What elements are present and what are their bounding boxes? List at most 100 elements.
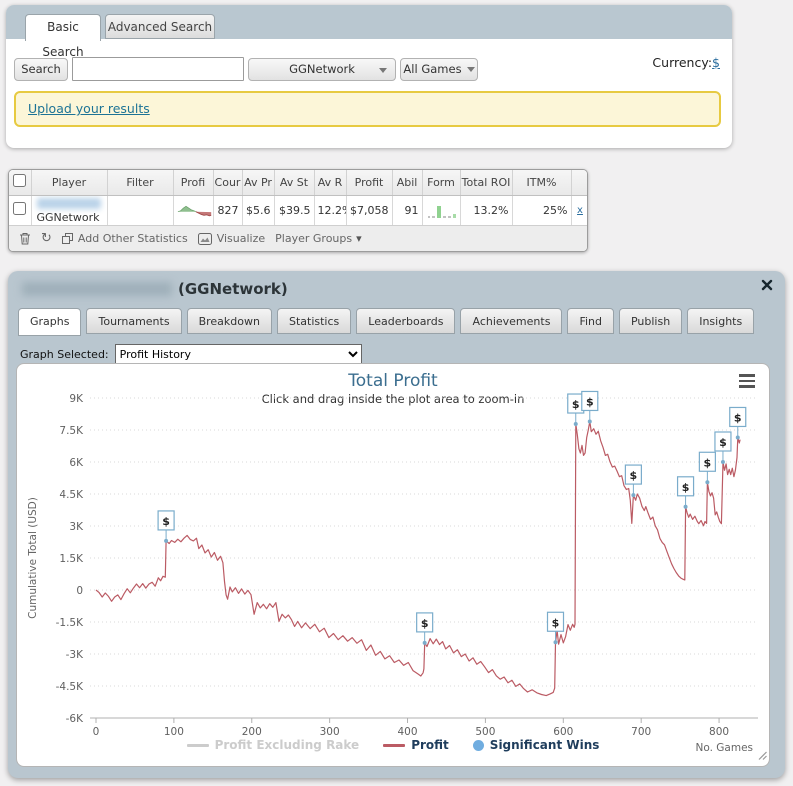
tab-advanced-search[interactable]: Advanced Search: [105, 14, 215, 39]
col-filter[interactable]: Filter: [107, 170, 174, 196]
profit-chart: Total Profit Click and drag inside the p…: [16, 363, 770, 767]
currency-setting: Currency:$: [652, 55, 720, 70]
tab-statistics[interactable]: Statistics: [276, 308, 352, 334]
ability-value: 91: [392, 195, 423, 225]
player-name-redacted: [36, 197, 101, 209]
legend-line-icon: [186, 743, 209, 747]
trash-icon: [20, 233, 30, 245]
av-profit-value: $5.6: [242, 195, 275, 225]
player-detail-panel: (GGNetwork) Graphs Tournaments Breakdown St…: [8, 271, 785, 778]
col-av-stake[interactable]: Av St: [274, 170, 315, 196]
svg-text:9K: 9K: [69, 393, 84, 405]
games-dropdown-value: All Games: [403, 62, 462, 76]
form-cell: [422, 195, 461, 225]
legend-item-profit[interactable]: Profit: [383, 738, 449, 752]
refresh-icon: ↻: [41, 230, 52, 246]
form-chart: [426, 202, 457, 219]
legend-item-profit-excluding-rake[interactable]: Profit Excluding Rake: [186, 738, 359, 752]
tab-insights[interactable]: Insights: [687, 308, 755, 334]
visualize-button[interactable]: Visualize: [197, 232, 265, 245]
filter-cell[interactable]: [107, 195, 174, 225]
player-network: GGNetwork: [36, 210, 100, 224]
col-profit[interactable]: Profit: [346, 170, 393, 196]
upload-banner: Upload your results: [14, 91, 721, 127]
refresh-button[interactable]: ↻: [41, 230, 52, 246]
svg-text:300: 300: [320, 726, 340, 736]
col-ability[interactable]: Abil: [392, 170, 423, 196]
tab-breakdown[interactable]: Breakdown: [186, 308, 272, 334]
col-form[interactable]: Form: [422, 170, 461, 196]
add-other-statistics-button[interactable]: Add Other Statistics: [61, 232, 188, 245]
panel-title: (GGNetwork): [22, 280, 288, 298]
table-row: GGNetwork 827 $5.6 $39.5 12.2% $7,058 91: [9, 195, 587, 225]
graph-select[interactable]: Profit History: [114, 344, 362, 365]
profit-sparkline-cell: [173, 195, 214, 225]
player-cell[interactable]: GGNetwork: [31, 195, 108, 225]
col-total-roi[interactable]: Total ROI: [460, 170, 513, 196]
col-av-profit[interactable]: Av Pr: [242, 170, 275, 196]
tab-leaderboards[interactable]: Leaderboards: [356, 308, 456, 334]
tab-basic-search[interactable]: Basic Search: [25, 14, 101, 59]
player-groups-button[interactable]: Player Groups ▾: [275, 232, 361, 245]
profit-sparkline: [177, 205, 211, 216]
svg-text:3K: 3K: [69, 521, 84, 533]
tab-publish[interactable]: Publish: [618, 308, 683, 334]
tab-achievements[interactable]: Achievements: [460, 308, 563, 334]
col-av-roi[interactable]: Av R: [314, 170, 347, 196]
graph-select-row: Graph Selected: Profit History: [20, 344, 362, 365]
select-all-checkbox[interactable]: [13, 174, 27, 188]
search-input[interactable]: [72, 57, 244, 81]
svg-text:$: $: [719, 436, 727, 449]
count-value: 827: [213, 195, 243, 225]
upload-results-link[interactable]: Upload your results: [28, 101, 150, 116]
chart-subtitle: Click and drag inside the plot area to z…: [261, 392, 525, 406]
chart-menu-button[interactable]: [739, 374, 755, 391]
svg-text:$: $: [572, 398, 580, 411]
search-card: Basic Search Advanced Search Search GGNe…: [6, 5, 732, 148]
hamburger-icon: [739, 374, 755, 377]
games-dropdown[interactable]: All Games: [400, 58, 478, 81]
currency-link[interactable]: $: [712, 55, 720, 70]
chart-title: Total Profit: [348, 371, 438, 391]
col-count[interactable]: Cour: [213, 170, 243, 196]
chevron-down-icon: [379, 68, 387, 73]
svg-text:$: $: [421, 617, 429, 630]
col-profit-graph[interactable]: Profi: [173, 170, 214, 196]
svg-text:700: 700: [631, 726, 651, 736]
delete-button[interactable]: [19, 232, 31, 245]
legend-circle-icon: [472, 739, 484, 751]
legend-item-significant-wins[interactable]: Significant Wins: [472, 738, 599, 752]
total-roi-value: 13.2%: [460, 195, 513, 225]
tab-graphs[interactable]: Graphs: [18, 308, 82, 336]
close-button[interactable]: [761, 276, 775, 291]
network-dropdown-value: GGNetwork: [289, 62, 355, 76]
svg-text:$: $: [586, 395, 594, 408]
av-stake-value: $39.5: [274, 195, 315, 225]
svg-text:1.5K: 1.5K: [59, 553, 84, 565]
search-button[interactable]: Search: [14, 58, 68, 81]
row-checkbox[interactable]: [13, 202, 27, 216]
svg-text:0: 0: [93, 726, 100, 736]
remove-row-link[interactable]: x: [571, 195, 587, 225]
legend-line-icon: [383, 743, 406, 747]
svg-text:-6K: -6K: [66, 713, 84, 725]
table-toolbar: ↻ Add Other Statistics Visualize Player …: [9, 225, 587, 251]
chevron-down-icon: ▾: [356, 232, 362, 245]
player-groups-label: Player Groups: [275, 232, 353, 245]
network-dropdown[interactable]: GGNetwork: [248, 58, 396, 81]
svg-text:600: 600: [553, 726, 573, 736]
svg-text:-1.5K: -1.5K: [56, 617, 84, 629]
col-itm[interactable]: ITM%: [512, 170, 572, 196]
close-icon: [761, 279, 773, 291]
col-player[interactable]: Player: [31, 170, 108, 196]
tab-tournaments[interactable]: Tournaments: [86, 308, 182, 334]
add-other-statistics-label: Add Other Statistics: [77, 232, 188, 245]
resize-grip-icon[interactable]: [756, 745, 767, 764]
svg-text:100: 100: [164, 726, 184, 736]
svg-text:-4.5K: -4.5K: [56, 681, 84, 693]
tab-find[interactable]: Find: [567, 308, 614, 334]
x-axis-title: No. Games: [695, 742, 754, 754]
svg-text:$: $: [734, 411, 742, 424]
profit-chart-svg[interactable]: 9K 7.5K 6K 4.5K 3K 1.5K 0 -1.5K -3K -4.5K -6K 0 100 2…: [18, 364, 770, 736]
itm-value: 25%: [512, 195, 572, 225]
